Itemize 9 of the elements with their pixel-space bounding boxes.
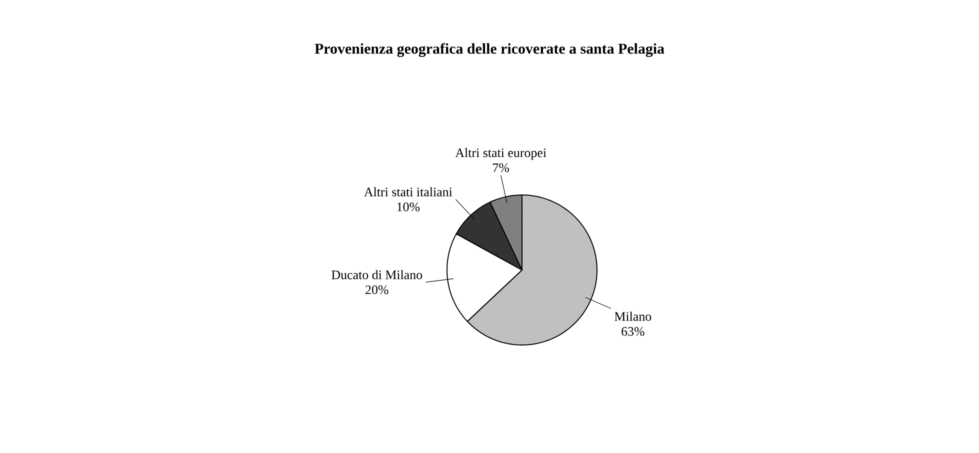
chart-title: Provenienza geografica delle ricoverate a santa Pelagia <box>314 43 664 57</box>
data-label: 63% <box>622 327 644 336</box>
slice-label: Ducato di Milano <box>332 270 422 280</box>
data-label: 10% <box>397 202 420 212</box>
slice-label: Altri stati italiani <box>364 187 452 196</box>
slice-label: Altri stati europei <box>455 148 546 160</box>
data-label: 20% <box>366 285 388 294</box>
slice-label: Milano <box>614 312 652 321</box>
data-label: 7% <box>493 163 510 172</box>
